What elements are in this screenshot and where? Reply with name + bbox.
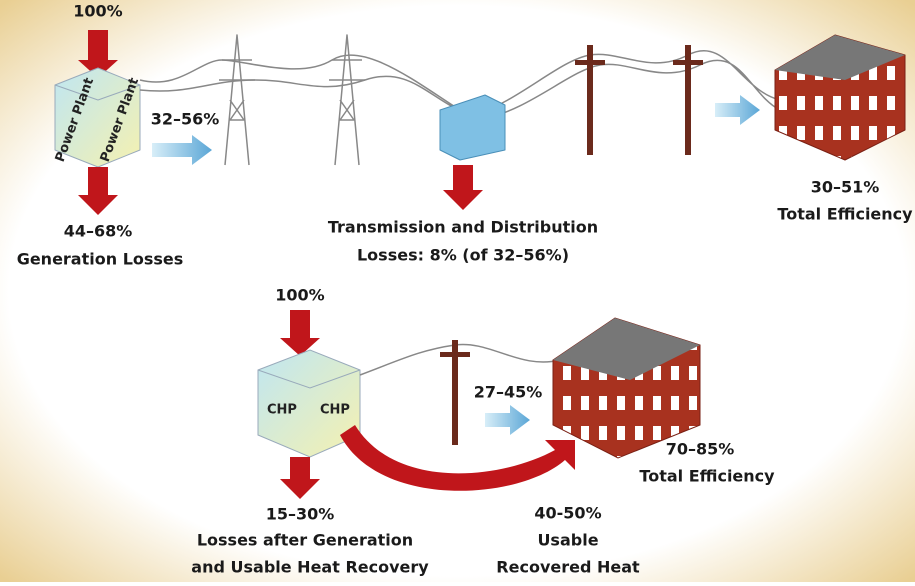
td-loss-label: Losses: 8% (of 32–56%) [357, 246, 569, 265]
plant-label: CHP [320, 403, 350, 418]
td-loss-label: Transmission and Distribution [328, 218, 598, 237]
diagram: 100% Power Plant Power Plant 32–56% 44–6… [0, 0, 915, 582]
delivered-label: 27–45% [474, 383, 543, 402]
delivered-label: 32–56% [151, 110, 220, 129]
heat-value: 40-50% [534, 504, 601, 523]
efficiency-value: 30–51% [811, 178, 880, 197]
input-label: 100% [73, 2, 122, 21]
efficiency-value: 70–85% [666, 440, 735, 459]
loss-label: Losses after Generation [197, 531, 413, 550]
heat-label: Usable [537, 531, 598, 550]
loss-value: 15–30% [266, 505, 335, 524]
efficiency-label: Total Efficiency [777, 205, 913, 224]
plant-label: CHP [267, 403, 297, 418]
heat-label: Recovered Heat [496, 558, 640, 577]
loss-label: Generation Losses [17, 250, 184, 269]
page: 100% Power Plant Power Plant 32–56% 44–6… [0, 0, 915, 582]
efficiency-label: Total Efficiency [639, 467, 775, 486]
input-label: 100% [275, 286, 324, 305]
loss-label: and Usable Heat Recovery [191, 558, 429, 577]
loss-value: 44–68% [64, 222, 133, 241]
